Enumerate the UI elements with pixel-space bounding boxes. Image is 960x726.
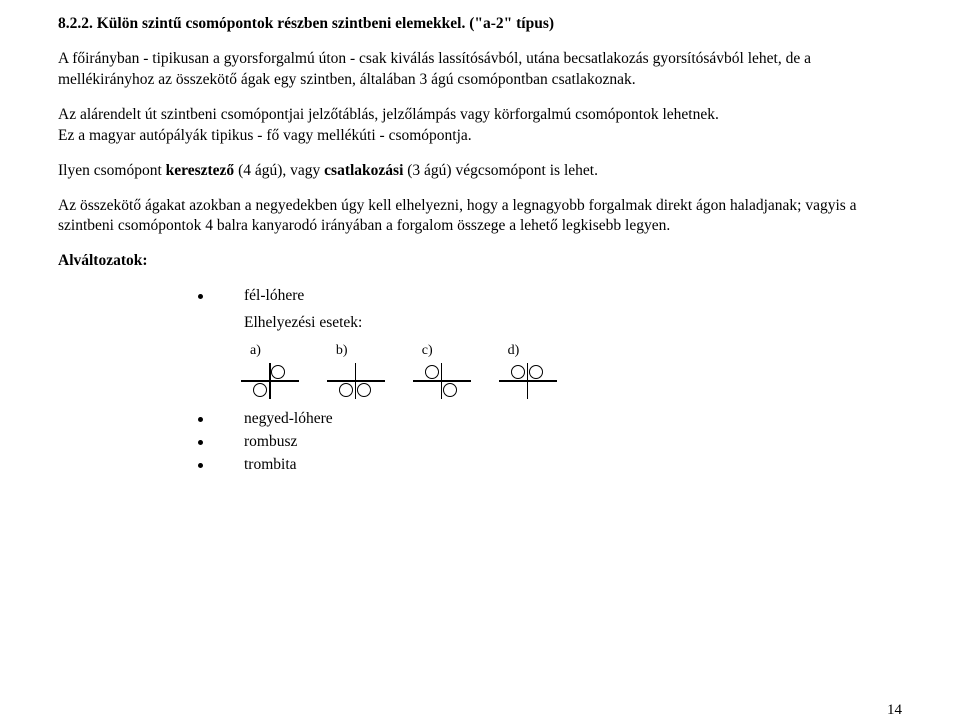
paragraph-5: Az összekötő ágakat azokban a negyedekbe… (58, 196, 902, 238)
diagram-cell-d: d) (502, 342, 554, 399)
paragraph-1: A főirányban - tipikusan a gyorsforgalmú… (58, 49, 902, 91)
paragraph-3: Ez a magyar autópályák tipikus - fő vagy… (58, 127, 472, 144)
section-heading: 8.2.2. Külön szintű csomópontok részben … (58, 15, 554, 32)
p4-prefix: Ilyen csomópont (58, 162, 166, 179)
diagram-cell-c: c) (416, 342, 468, 399)
li-trombita: trombita (244, 456, 297, 473)
list-item: fél-lóhere Elhelyezési esetek: a) b) c) (198, 286, 902, 399)
p4-bold-1: keresztező (166, 162, 235, 179)
diagram-cell-a: a) (244, 342, 296, 399)
cross-icon (502, 363, 554, 399)
page-number: 14 (887, 700, 902, 720)
li-rombusz: rombusz (244, 433, 297, 450)
cross-icon (330, 363, 382, 399)
list-item: negyed-lóhere (198, 409, 902, 430)
paragraph-4: Ilyen csomópont keresztező (4 ágú), vagy… (58, 161, 902, 182)
diagram-cell-b: b) (330, 342, 382, 399)
diagram-row: a) b) c) d) (244, 342, 902, 399)
p4-suffix: (3 ágú) végcsomópont is lehet. (403, 162, 598, 179)
elhelyezesi-label: Elhelyezési esetek: (244, 313, 902, 334)
p4-mid: (4 ágú), vagy (234, 162, 324, 179)
list-item: rombusz (198, 432, 902, 453)
cross-icon (416, 363, 468, 399)
li-negyed-lohere: negyed-lóhere (244, 410, 333, 427)
diagram-label-a: a) (250, 342, 296, 361)
diagram-label-b: b) (336, 342, 382, 361)
list-item: trombita (198, 455, 902, 476)
alvaltozatok-title: Alváltozatok: (58, 251, 902, 272)
paragraph-2: Az alárendelt út szintbeni csomópontjai … (58, 106, 719, 123)
li-fel-lohere: fél-lóhere (244, 287, 304, 304)
diagram-label-d: d) (508, 342, 554, 361)
p4-bold-2: csatlakozási (324, 162, 403, 179)
diagram-label-c: c) (422, 342, 468, 361)
cross-icon (244, 363, 296, 399)
